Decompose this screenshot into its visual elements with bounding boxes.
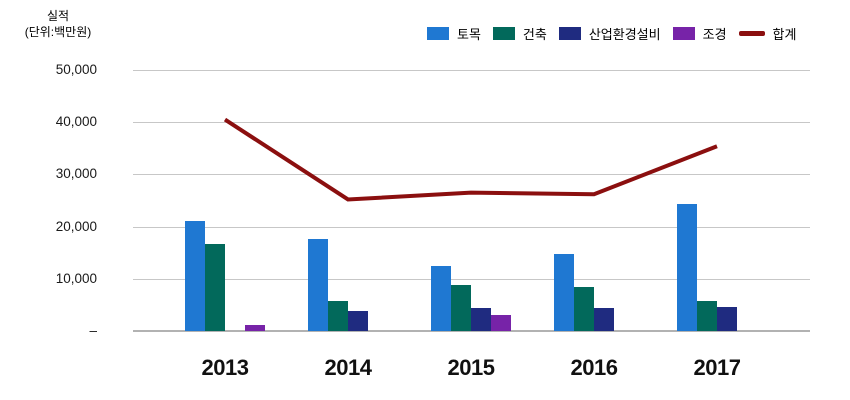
bar-landscaping-2015 [491, 315, 511, 331]
bar-civil-2013 [185, 221, 205, 331]
bar-construction-2016 [574, 286, 594, 331]
y-tick-label-50000: 50,000 [55, 62, 97, 77]
legend-label-industrial-env: 산업환경설비 [588, 27, 661, 42]
bar-civil-2014 [308, 238, 328, 331]
legend-label-construction: 건축 [522, 27, 547, 42]
bar-industrial-env-2017 [717, 306, 737, 331]
legend-label-landscaping: 조경 [702, 27, 727, 42]
gridline [133, 226, 810, 228]
x-axis-label-2015: 2015 [447, 355, 495, 380]
bar-civil-2017 [677, 204, 697, 331]
y-tick-label-0: – [89, 323, 97, 338]
legend-swatch-industrial-env [558, 27, 581, 40]
bar-construction-2013 [205, 243, 225, 331]
bar-landscaping-2013 [245, 325, 265, 331]
legend: 토목 건축 산업환경설비 조경 합계 [427, 24, 796, 43]
y-axis-title: 실적 (단위:백만원) [18, 8, 98, 40]
x-axis-line [133, 330, 810, 332]
legend-label-civil: 토목 [457, 27, 481, 42]
y-tick-label-10000: 10,000 [55, 270, 97, 286]
legend-item-civil: 토목 [427, 24, 481, 43]
legend-swatch-construction [492, 27, 515, 40]
bar-construction-2015 [451, 285, 471, 331]
bar-industrial-env-2016 [594, 308, 614, 331]
y-tick-label-40000: 40,000 [55, 114, 97, 130]
bar-construction-2017 [697, 300, 717, 331]
gridline [133, 278, 810, 280]
legend-item-total: 합계 [738, 24, 797, 43]
bar-civil-2015 [431, 266, 451, 331]
legend-swatch-civil [427, 27, 449, 40]
legend-swatch-total [738, 31, 765, 36]
y-axis-title-line1: 실적 [46, 9, 70, 23]
legend-swatch-landscaping [672, 27, 695, 40]
legend-item-landscaping: 조경 [672, 24, 727, 43]
x-axis-label-2013: 2013 [201, 355, 249, 380]
y-tick-label-20000: 20,000 [55, 218, 97, 234]
gridline [133, 70, 810, 71]
y-axis-title-line2: (단위:백만원) [24, 25, 92, 40]
bar-civil-2016 [554, 253, 574, 331]
total-line [223, 117, 718, 202]
bar-industrial-env-2014 [348, 310, 368, 331]
bar-construction-2014 [328, 300, 348, 331]
gridline [133, 122, 810, 124]
y-tick-label-30000: 30,000 [55, 166, 97, 182]
x-axis-label-2017: 2017 [693, 355, 741, 380]
legend-label-total: 합계 [772, 27, 797, 42]
x-axis-label-2014: 2014 [324, 355, 372, 380]
legend-item-industrial-env: 산업환경설비 [558, 24, 661, 43]
legend-item-construction: 건축 [492, 24, 547, 43]
gridline [133, 174, 810, 176]
x-axis-label-2016: 2016 [570, 355, 618, 380]
bar-industrial-env-2015 [471, 308, 491, 331]
